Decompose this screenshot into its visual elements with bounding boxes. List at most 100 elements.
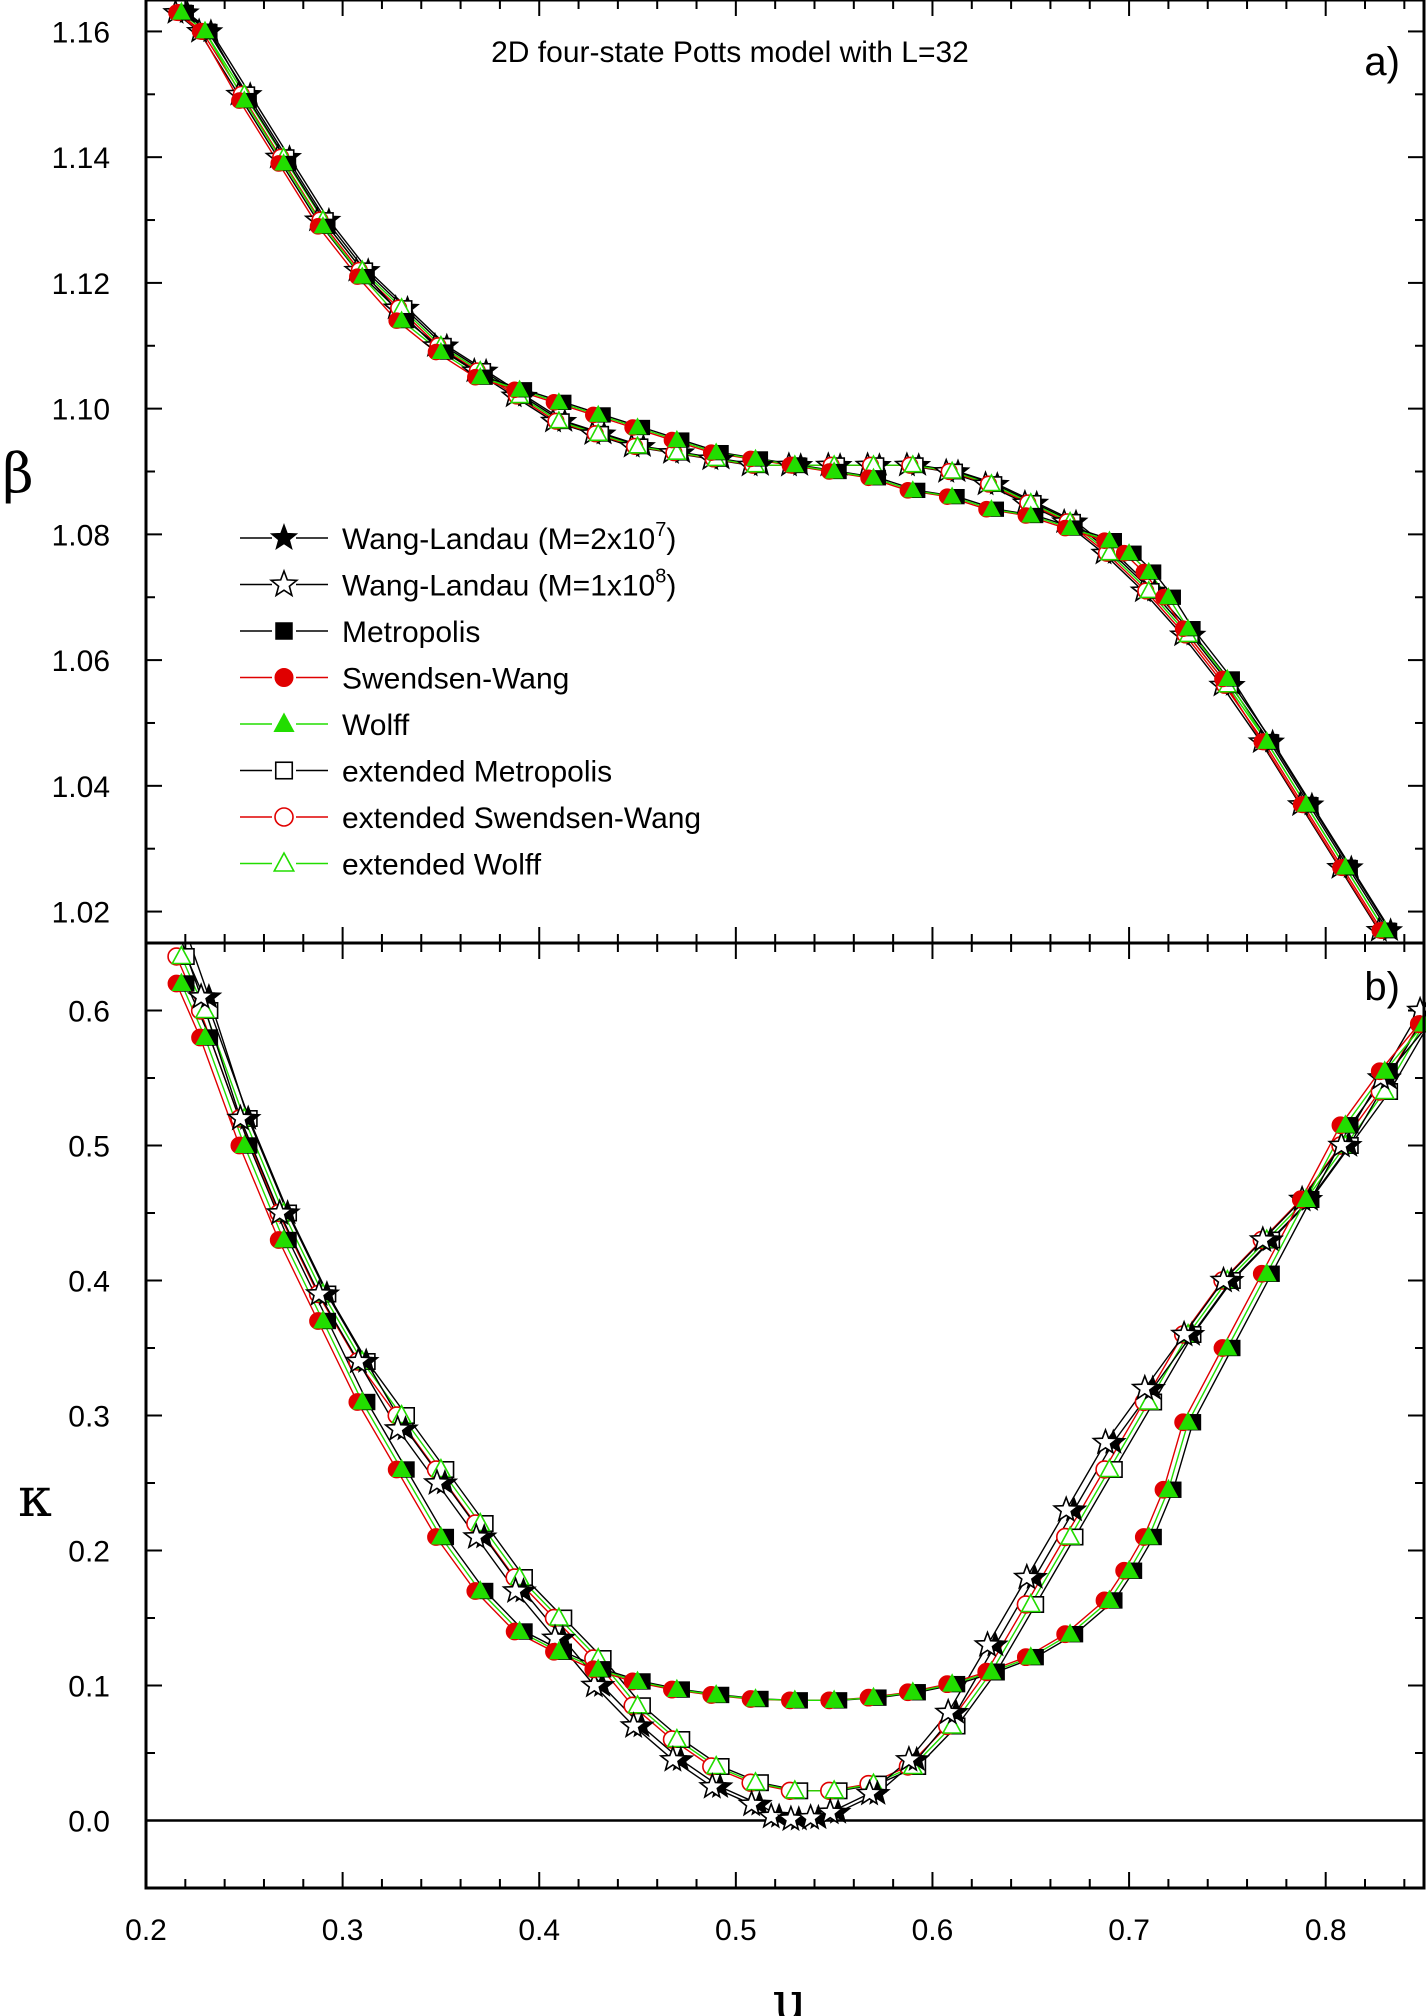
panel-b-ext-wolff-point <box>1098 1458 1120 1478</box>
panel-b-wl1e8-point <box>1327 1130 1356 1158</box>
panel-b-wl1e8-point <box>1012 1562 1041 1590</box>
panel-b-wl1e8-point <box>462 1522 491 1550</box>
panel-b-wl1e8-point <box>1052 1495 1081 1523</box>
panel-a-ext-wolff-point <box>627 435 648 454</box>
panel-b-wolff-point <box>1374 1060 1395 1079</box>
panel-b-wolff-point <box>430 1526 451 1545</box>
x-tick-label: 0.5 <box>715 1914 757 1947</box>
panel-a-wolff-point <box>431 341 451 360</box>
x-tick-label: 0.7 <box>1108 1914 1150 1947</box>
panel-a-wolff-point <box>864 467 883 485</box>
panel-b-wolff-point <box>588 1658 609 1677</box>
panel-b-curves <box>175 943 1426 1820</box>
panel-b-wl1e8-point <box>757 1801 786 1829</box>
panel-b-ext-wolff-point <box>1374 1080 1396 1100</box>
y-tick-label: 0.0 <box>68 1806 110 1839</box>
panel-b: 0.0 0.1 0.2 0.3 0.4 0.5 0.6 0.2 0.3 0.4 0.5 0.6 0.7… <box>18 942 1426 2016</box>
panel-b-label: b) <box>1364 965 1400 1009</box>
panel-b-wolff-point <box>548 1640 569 1660</box>
panel-b-wolff-point <box>352 1391 373 1410</box>
panel-a-wolff-point <box>235 90 254 108</box>
panel-b-ext-wolff-point <box>705 1755 727 1775</box>
y-tick-label: 1.04 <box>52 771 110 804</box>
panel-b-wl1e8-point <box>658 1744 688 1772</box>
panel-a-wolff-point <box>549 392 569 410</box>
panel-b-frame <box>144 941 1426 1890</box>
panel-b-wolff-point <box>391 1458 412 1477</box>
panel-a-label: a) <box>1364 40 1400 84</box>
panel-a-ext-wolff-point <box>588 423 609 442</box>
panel-a-ext-wolff-point <box>942 460 962 479</box>
legend-label: extended Metropolis <box>342 756 612 789</box>
panel-a-wolff-point <box>1159 587 1178 605</box>
panel-b-wl1e8-point <box>1130 1373 1159 1401</box>
panel-b-wolff-point <box>273 1229 294 1248</box>
panel-b-wl1e8-point <box>580 1670 609 1698</box>
panel-b-ext-wolff-point <box>823 1779 845 1799</box>
y-tick-label: 1.06 <box>52 645 110 678</box>
panel-a-swendsen-wang-line <box>176 12 1381 931</box>
panel-a-wolff-point <box>942 486 962 504</box>
panel-b-wolff-point <box>824 1689 845 1708</box>
legend-marker <box>274 668 294 687</box>
legend-marker <box>274 761 294 780</box>
panel-b-wl1e8-point <box>501 1576 530 1604</box>
panel-b-ext-wolff-point <box>1138 1390 1160 1410</box>
panel-a-wolff-point <box>1060 517 1080 536</box>
panel-b-wolff-point <box>234 1134 255 1153</box>
panel-a-ticks <box>145 0 1424 943</box>
panel-a-wolff-point <box>903 480 923 498</box>
panel-a-ext-sw-line <box>177 12 1383 931</box>
legend-marker <box>269 523 299 551</box>
panel-a-wolff-point <box>667 429 687 448</box>
panel-b-markers <box>167 945 1426 1832</box>
panel-b-wolff-point <box>981 1661 1002 1680</box>
panel-b-wolff-point <box>1099 1589 1120 1608</box>
panel-b-wolff-point <box>1138 1526 1159 1545</box>
panel-b-wl1e8-point <box>1169 1319 1199 1347</box>
y-tick-label: 1.10 <box>52 394 110 427</box>
panel-b-wolff-point <box>706 1684 727 1703</box>
x-tick-label: 0.8 <box>1305 1914 1347 1947</box>
panel-a-wolff-point <box>824 461 844 479</box>
panel-a-wolff-point <box>1139 561 1159 580</box>
panel-a-wolff-point <box>470 367 490 385</box>
panel-a-wolff-point <box>195 21 215 39</box>
y-tick-label: 1.12 <box>52 268 110 301</box>
panel-a-wl1e8-line <box>175 12 1380 931</box>
legend: Wang-Landau (M=2x107) Wang-Landau (M=1x10… <box>240 519 701 882</box>
panel-a-ext-wolff-point <box>981 473 1002 492</box>
legend-label: Swendsen-Wang <box>342 663 569 696</box>
legend-marker <box>273 712 295 732</box>
panel-a-y-axis-title: β <box>2 442 33 505</box>
panel-a-wolff-point <box>1119 543 1139 561</box>
panel-b-x-tick-labels: 0.2 0.3 0.4 0.5 0.6 0.7 0.8 <box>125 1914 1346 1947</box>
legend-label: Wang-Landau (M=1x108) <box>342 566 676 603</box>
panel-b-wolff-point <box>1296 1188 1316 1207</box>
panel-a-metropolis-line <box>185 12 1391 931</box>
panel-b-wl1e8-point <box>1091 1427 1120 1455</box>
y-tick-label: 0.3 <box>68 1401 110 1434</box>
panel-a-title: 2D four-state Potts model with L=32 <box>491 36 969 69</box>
panel-b-wl1e8-point <box>934 1697 963 1725</box>
panel-b-wl1e8-point <box>619 1711 648 1739</box>
panel-b-y-axis-title: κ <box>18 1466 52 1529</box>
y-tick-label: 1.08 <box>52 519 110 552</box>
y-tick-label: 0.4 <box>68 1266 110 1299</box>
panel-a-wolff-point <box>1021 505 1041 523</box>
panel-b-wolff-point <box>863 1686 884 1706</box>
panel-b-wolff-point <box>1178 1411 1199 1430</box>
panel-a-wolff-point <box>1296 794 1316 812</box>
panel-b-wolff-point <box>627 1670 648 1689</box>
panel-b-ext-wolff-point <box>784 1779 806 1799</box>
panel-a-wolff-point <box>510 379 529 397</box>
y-tick-label: 1.02 <box>52 897 110 930</box>
panel-a-wolff-point <box>1257 731 1276 749</box>
panel-b-wolff-point <box>1020 1646 1041 1665</box>
panel-b-wl1e8-line <box>181 943 1421 1820</box>
panel-b-wolff-point <box>470 1580 491 1599</box>
panel-b-wolff-point <box>1335 1114 1356 1133</box>
y-tick-label: 1.14 <box>52 142 110 175</box>
panel-a-wolff-point <box>352 266 372 284</box>
